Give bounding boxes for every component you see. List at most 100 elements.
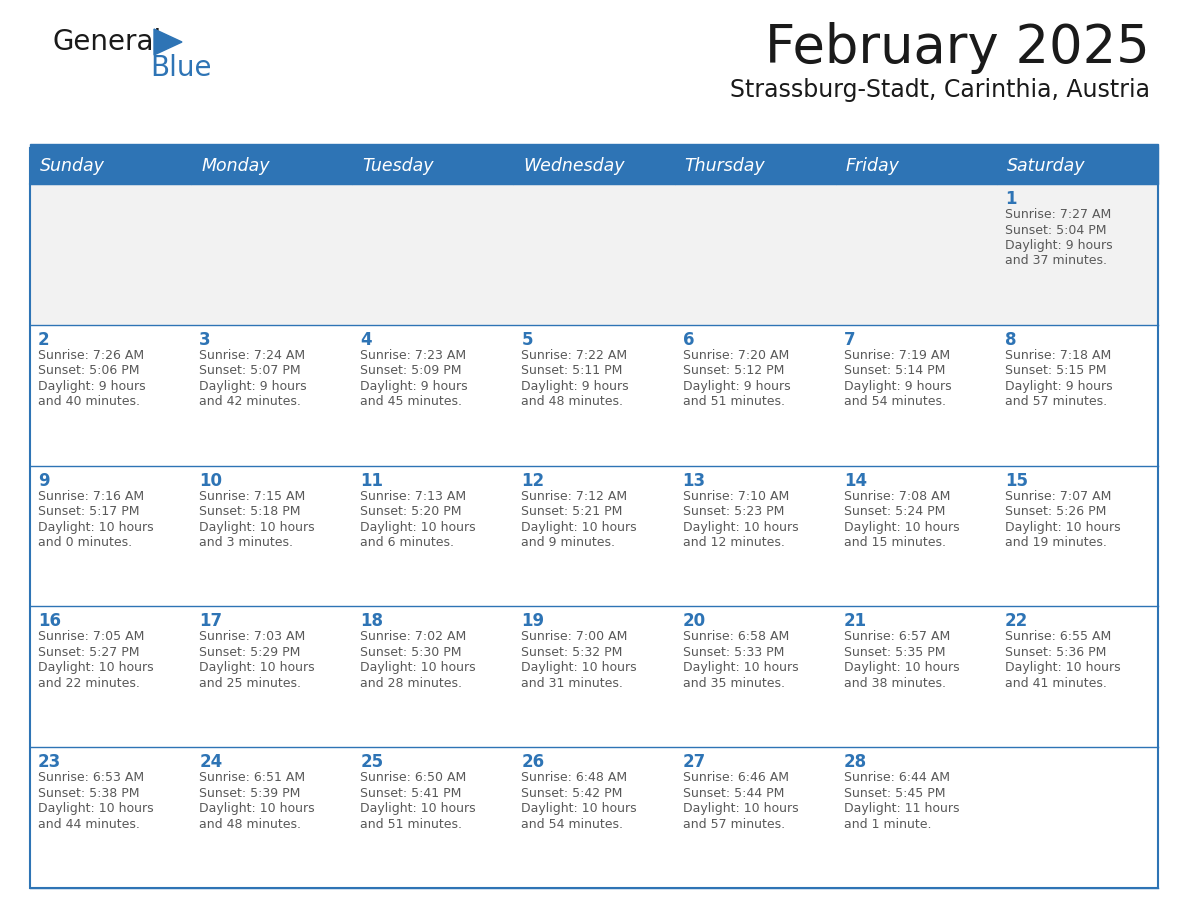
Bar [835,148,997,184]
Text: and 54 minutes.: and 54 minutes. [522,818,624,831]
Text: Daylight: 10 hours: Daylight: 10 hours [38,521,153,533]
Text: 3: 3 [200,330,210,349]
Text: Sunrise: 7:07 AM: Sunrise: 7:07 AM [1005,489,1111,502]
Text: Sunset: 5:23 PM: Sunset: 5:23 PM [683,505,784,518]
Bar [30,607,1158,747]
Text: and 28 minutes.: and 28 minutes. [360,677,462,690]
Text: Sunset: 5:30 PM: Sunset: 5:30 PM [360,646,462,659]
Text: Sunset: 5:26 PM: Sunset: 5:26 PM [1005,505,1106,518]
Text: and 48 minutes.: and 48 minutes. [522,396,624,409]
Text: Daylight: 9 hours: Daylight: 9 hours [683,380,790,393]
Text: and 41 minutes.: and 41 minutes. [1005,677,1107,690]
Text: and 15 minutes.: and 15 minutes. [843,536,946,549]
Text: Sunrise: 7:12 AM: Sunrise: 7:12 AM [522,489,627,502]
Text: Strassburg-Stadt, Carinthia, Austria: Strassburg-Stadt, Carinthia, Austria [729,78,1150,102]
Text: and 35 minutes.: and 35 minutes. [683,677,784,690]
Text: Daylight: 9 hours: Daylight: 9 hours [38,380,146,393]
Text: Sunset: 5:17 PM: Sunset: 5:17 PM [38,505,139,518]
Polygon shape [154,29,182,55]
Bar [30,184,1158,325]
Text: Sunset: 5:18 PM: Sunset: 5:18 PM [200,505,301,518]
Text: Sunrise: 6:58 AM: Sunrise: 6:58 AM [683,631,789,644]
Text: Sunrise: 7:24 AM: Sunrise: 7:24 AM [200,349,305,362]
Text: 8: 8 [1005,330,1017,349]
Text: and 37 minutes.: and 37 minutes. [1005,254,1107,267]
Text: Sunset: 5:12 PM: Sunset: 5:12 PM [683,364,784,377]
Text: Sunrise: 6:57 AM: Sunrise: 6:57 AM [843,631,950,644]
Text: Sunset: 5:14 PM: Sunset: 5:14 PM [843,364,946,377]
Text: Sunrise: 7:08 AM: Sunrise: 7:08 AM [843,489,950,502]
Text: Sunrise: 6:50 AM: Sunrise: 6:50 AM [360,771,467,784]
Text: Sunset: 5:27 PM: Sunset: 5:27 PM [38,646,139,659]
Bar [30,465,1158,607]
Text: and 51 minutes.: and 51 minutes. [683,396,784,409]
Text: Sunrise: 7:20 AM: Sunrise: 7:20 AM [683,349,789,362]
Text: Daylight: 10 hours: Daylight: 10 hours [522,661,637,675]
Text: Daylight: 10 hours: Daylight: 10 hours [1005,661,1120,675]
Text: Daylight: 10 hours: Daylight: 10 hours [683,661,798,675]
Text: Friday: Friday [846,157,899,175]
Text: Sunrise: 6:55 AM: Sunrise: 6:55 AM [1005,631,1111,644]
Text: Sunrise: 7:15 AM: Sunrise: 7:15 AM [200,489,305,502]
Text: Daylight: 9 hours: Daylight: 9 hours [843,380,952,393]
Text: 11: 11 [360,472,384,489]
Text: Daylight: 10 hours: Daylight: 10 hours [683,521,798,533]
Bar [30,144,1158,148]
Text: Sunrise: 7:23 AM: Sunrise: 7:23 AM [360,349,467,362]
Text: Sunrise: 6:46 AM: Sunrise: 6:46 AM [683,771,789,784]
Text: and 48 minutes.: and 48 minutes. [200,818,301,831]
Text: 17: 17 [200,612,222,631]
Text: Daylight: 9 hours: Daylight: 9 hours [522,380,630,393]
Text: and 40 minutes.: and 40 minutes. [38,396,140,409]
Text: Sunset: 5:33 PM: Sunset: 5:33 PM [683,646,784,659]
Text: Sunset: 5:35 PM: Sunset: 5:35 PM [843,646,946,659]
Text: General: General [52,28,162,56]
Text: Sunrise: 7:03 AM: Sunrise: 7:03 AM [200,631,305,644]
Text: Sunset: 5:44 PM: Sunset: 5:44 PM [683,787,784,800]
Text: Sunrise: 7:10 AM: Sunrise: 7:10 AM [683,489,789,502]
Text: 22: 22 [1005,612,1028,631]
Text: Daylight: 10 hours: Daylight: 10 hours [1005,521,1120,533]
Text: February 2025: February 2025 [765,22,1150,74]
Text: Sunrise: 6:48 AM: Sunrise: 6:48 AM [522,771,627,784]
Text: Daylight: 10 hours: Daylight: 10 hours [200,521,315,533]
Text: Sunrise: 7:26 AM: Sunrise: 7:26 AM [38,349,144,362]
Bar [997,148,1158,184]
Text: Sunset: 5:41 PM: Sunset: 5:41 PM [360,787,462,800]
Text: Daylight: 10 hours: Daylight: 10 hours [360,802,476,815]
Text: and 1 minute.: and 1 minute. [843,818,931,831]
Text: Saturday: Saturday [1007,157,1086,175]
Bar [30,325,1158,465]
Text: Sunday: Sunday [40,157,105,175]
Text: Sunrise: 7:19 AM: Sunrise: 7:19 AM [843,349,950,362]
Text: Sunset: 5:21 PM: Sunset: 5:21 PM [522,505,623,518]
Text: and 6 minutes.: and 6 minutes. [360,536,454,549]
Text: Tuesday: Tuesday [362,157,434,175]
Text: Sunset: 5:06 PM: Sunset: 5:06 PM [38,364,139,377]
Text: Daylight: 10 hours: Daylight: 10 hours [38,661,153,675]
Bar [513,148,675,184]
Text: Sunset: 5:29 PM: Sunset: 5:29 PM [200,646,301,659]
Text: 15: 15 [1005,472,1028,489]
Text: Thursday: Thursday [684,157,765,175]
Text: and 54 minutes.: and 54 minutes. [843,396,946,409]
Text: Sunrise: 7:00 AM: Sunrise: 7:00 AM [522,631,627,644]
Text: and 38 minutes.: and 38 minutes. [843,677,946,690]
Bar [191,148,353,184]
Text: 10: 10 [200,472,222,489]
Text: Daylight: 10 hours: Daylight: 10 hours [522,521,637,533]
Bar [675,148,835,184]
Text: Daylight: 10 hours: Daylight: 10 hours [522,802,637,815]
Text: Sunrise: 6:44 AM: Sunrise: 6:44 AM [843,771,949,784]
Text: and 19 minutes.: and 19 minutes. [1005,536,1107,549]
Text: Daylight: 10 hours: Daylight: 10 hours [200,661,315,675]
Text: Daylight: 11 hours: Daylight: 11 hours [843,802,959,815]
Text: and 57 minutes.: and 57 minutes. [1005,396,1107,409]
Text: and 57 minutes.: and 57 minutes. [683,818,785,831]
Text: Blue: Blue [150,54,211,82]
Text: Monday: Monday [201,157,270,175]
Text: Sunrise: 6:51 AM: Sunrise: 6:51 AM [200,771,305,784]
Text: Sunset: 5:20 PM: Sunset: 5:20 PM [360,505,462,518]
Text: Daylight: 10 hours: Daylight: 10 hours [843,661,960,675]
Text: 1: 1 [1005,190,1017,208]
